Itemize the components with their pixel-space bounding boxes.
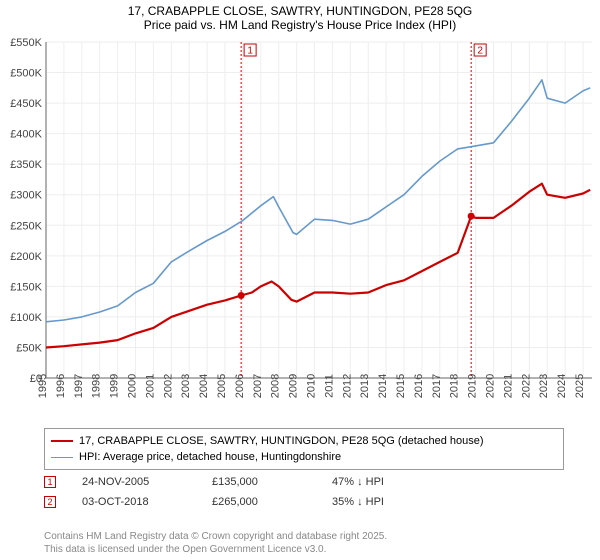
ytick-label: £550K bbox=[10, 38, 42, 49]
sale-dot bbox=[238, 292, 245, 299]
xtick-label: 2015 bbox=[395, 374, 407, 398]
ytick-label: £350K bbox=[10, 159, 42, 171]
sale-point-date: 03-OCT-2018 bbox=[82, 496, 212, 508]
title-address: 17, CRABAPPLE CLOSE, SAWTRY, HUNTINGDON,… bbox=[0, 4, 600, 18]
ytick-label: £300K bbox=[10, 190, 42, 202]
legend-label: HPI: Average price, detached house, Hunt… bbox=[79, 451, 341, 463]
xtick-label: 2019 bbox=[467, 374, 479, 398]
xtick-label: 2010 bbox=[306, 374, 318, 398]
chart: £0£50K£100K£150K£200K£250K£300K£350K£400… bbox=[4, 38, 596, 424]
xtick-label: 2017 bbox=[431, 374, 443, 398]
ytick-label: £450K bbox=[10, 98, 42, 110]
ytick-label: £50K bbox=[16, 342, 42, 354]
legend-swatch bbox=[51, 457, 73, 458]
ytick-label: £500K bbox=[10, 68, 42, 80]
ytick-label: £200K bbox=[10, 251, 42, 263]
xtick-label: 2000 bbox=[127, 374, 139, 398]
title-block: 17, CRABAPPLE CLOSE, SAWTRY, HUNTINGDON,… bbox=[0, 0, 600, 32]
sale-marker-num: 2 bbox=[477, 46, 483, 57]
ytick-label: £400K bbox=[10, 129, 42, 141]
xtick-label: 2023 bbox=[538, 374, 550, 398]
sale-point-row: 1 24-NOV-2005£135,00047% ↓ HPI bbox=[44, 472, 564, 492]
xtick-label: 2002 bbox=[162, 374, 174, 398]
series-red bbox=[46, 184, 590, 348]
xtick-label: 2025 bbox=[574, 374, 586, 398]
sale-point-row: 2 03-OCT-2018£265,00035% ↓ HPI bbox=[44, 492, 564, 512]
sale-point-pct: 35% ↓ HPI bbox=[332, 496, 472, 508]
sale-point-marker: 2 bbox=[44, 496, 56, 508]
xtick-label: 1998 bbox=[91, 374, 103, 398]
xtick-label: 2016 bbox=[413, 374, 425, 398]
sale-point-price: £265,000 bbox=[212, 496, 332, 508]
legend-label: 17, CRABAPPLE CLOSE, SAWTRY, HUNTINGDON,… bbox=[79, 435, 484, 447]
xtick-label: 2004 bbox=[198, 374, 210, 398]
ytick-label: £250K bbox=[10, 220, 42, 232]
xtick-label: 1995 bbox=[37, 374, 49, 398]
sale-point-pct: 47% ↓ HPI bbox=[332, 476, 472, 488]
legend-row: HPI: Average price, detached house, Hunt… bbox=[51, 449, 557, 465]
sale-point-date: 24-NOV-2005 bbox=[82, 476, 212, 488]
xtick-label: 2001 bbox=[144, 374, 156, 398]
xtick-label: 2018 bbox=[449, 374, 461, 398]
sale-marker-num: 1 bbox=[247, 46, 253, 57]
ytick-label: £150K bbox=[10, 281, 42, 293]
xtick-label: 2021 bbox=[502, 374, 514, 398]
xtick-label: 2009 bbox=[288, 374, 300, 398]
legend-swatch bbox=[51, 440, 73, 442]
xtick-label: 1996 bbox=[55, 374, 67, 398]
sale-points-table: 1 24-NOV-2005£135,00047% ↓ HPI 2 03-OCT-201… bbox=[44, 472, 564, 512]
xtick-label: 2003 bbox=[180, 374, 192, 398]
xtick-label: 2020 bbox=[485, 374, 497, 398]
footer: Contains HM Land Registry data © Crown c… bbox=[44, 531, 387, 556]
chart-svg: £0£50K£100K£150K£200K£250K£300K£350K£400… bbox=[4, 38, 596, 424]
xtick-label: 2007 bbox=[252, 374, 264, 398]
sale-point-marker: 1 bbox=[44, 476, 56, 488]
legend-row: 17, CRABAPPLE CLOSE, SAWTRY, HUNTINGDON,… bbox=[51, 433, 557, 449]
ytick-label: £100K bbox=[10, 312, 42, 324]
xtick-label: 1999 bbox=[109, 374, 121, 398]
xtick-label: 2024 bbox=[556, 374, 568, 398]
xtick-label: 2022 bbox=[520, 374, 532, 398]
series-blue bbox=[46, 80, 590, 322]
sale-point-price: £135,000 bbox=[212, 476, 332, 488]
xtick-label: 2013 bbox=[359, 374, 371, 398]
footer-line1: Contains HM Land Registry data © Crown c… bbox=[44, 531, 387, 544]
xtick-label: 2006 bbox=[234, 374, 246, 398]
footer-line2: This data is licensed under the Open Gov… bbox=[44, 544, 387, 557]
xtick-label: 2014 bbox=[377, 374, 389, 398]
page: 17, CRABAPPLE CLOSE, SAWTRY, HUNTINGDON,… bbox=[0, 0, 600, 560]
title-subtitle: Price paid vs. HM Land Registry's House … bbox=[0, 18, 600, 32]
xtick-label: 1997 bbox=[73, 374, 85, 398]
sale-dot bbox=[468, 213, 475, 220]
xtick-label: 2008 bbox=[270, 374, 282, 398]
legend: 17, CRABAPPLE CLOSE, SAWTRY, HUNTINGDON,… bbox=[44, 428, 564, 470]
xtick-label: 2005 bbox=[216, 374, 228, 398]
xtick-label: 2012 bbox=[341, 374, 353, 398]
